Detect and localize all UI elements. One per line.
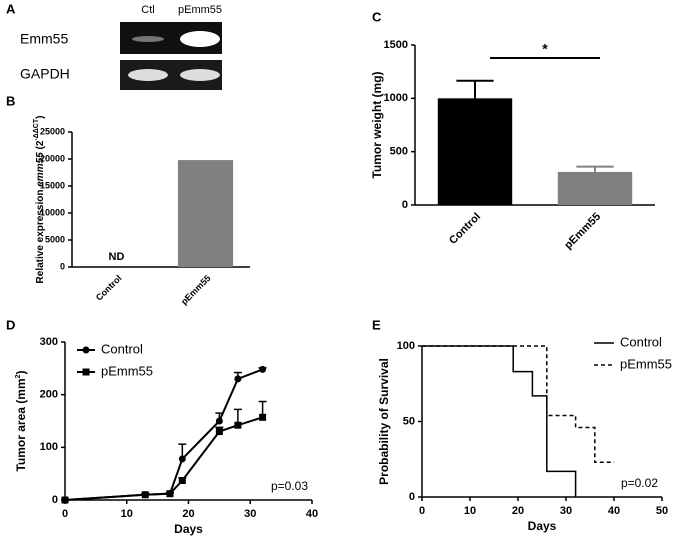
gel-band [180,69,220,81]
y-axis-label-part: (2 [35,140,46,152]
y-tick-label: 1500 [384,39,408,51]
marker [178,477,186,485]
marker [259,413,267,421]
legend-label: Control [620,334,662,349]
marker [61,496,69,504]
x-tick-label: Control [447,211,483,247]
y-tick-label: 500 [390,146,408,158]
y-axis-label-part: -ΔΔCT [33,118,40,140]
x-axis-label: Days [174,522,203,536]
marker [178,455,186,463]
legend-marker [82,368,90,376]
x-tick-label: Control [94,273,124,303]
x-tick-label: 40 [306,508,318,520]
bar [557,171,633,205]
gel-panel: A Ctl pEmm55 Emm55 GAPDH [6,1,222,90]
x-tick-label: 50 [656,505,668,517]
marker [259,365,267,373]
y-axis-label: Relative expression emm55 (2-ΔΔCT) [33,116,45,284]
survival-curve [422,345,577,497]
x-tick-label: 40 [608,505,620,517]
y-tick-label: 0 [52,494,58,506]
x-tick-label: 20 [182,508,194,520]
y-axis-label-part: ) [35,116,46,119]
y-tick-label: 5000 [45,234,65,244]
x-tick-label: 30 [244,508,256,520]
marker [141,491,149,499]
legend-label: pEmm55 [101,363,153,378]
y-tick-label: 15000 [40,180,65,190]
panel-label: D [6,317,15,332]
y-tick-label: 0 [60,261,65,271]
y-axis-label-part: Relative expression [35,187,46,284]
x-axis-label: Days [528,519,557,533]
significance: * [542,41,548,57]
y-axis-label: Probability of Survival [377,358,391,485]
annotation: p=0.03 [271,479,308,493]
y-tick-label: 0 [409,491,415,503]
annotation: p=0.02 [621,476,658,490]
marker [234,421,242,429]
marker [215,428,223,436]
x-tick-label: pEmm55 [179,273,213,307]
y-tick-label: 100 [397,340,415,352]
series-line [64,368,263,501]
panel-label: B [6,93,15,108]
legend-marker [82,346,90,354]
y-tick-label: 20000 [40,153,65,163]
y-axis-label: Tumor area (mm2) [14,370,28,471]
marker [234,375,242,383]
gel-row: Emm55 [20,31,68,47]
gel-row: GAPDH [20,66,70,82]
y-axis-label-part: emm55 [35,152,46,187]
y-tick-label: 200 [40,389,58,401]
annotation: ND [109,251,125,263]
bar [437,98,513,205]
x-tick-label: 10 [121,508,133,520]
gel-band [132,36,164,42]
gel-band [180,31,220,47]
y-axis-label: Tumor weight (mg) [370,71,384,178]
gel-column: pEmm55 [178,4,222,16]
x-tick-label: 20 [512,505,524,517]
x-tick-label: 0 [62,508,68,520]
y-axis-label-part: Tumor area (mm [14,378,28,471]
y-tick-label: 25000 [40,126,65,136]
y-axis-label-part: ) [14,370,28,374]
x-tick-label: 0 [419,505,425,517]
y-tick-label: 50 [403,415,415,427]
y-tick-label: 1000 [384,92,408,104]
y-axis-label-part: 2 [15,374,22,378]
panel-label: A [6,1,16,16]
marker [215,417,223,425]
y-tick-label: 10000 [40,207,65,217]
x-tick-label: 10 [464,505,476,517]
gel-column: Ctl [141,4,154,16]
y-tick-label: 100 [40,441,58,453]
gel-band [128,69,168,81]
bar [177,160,234,267]
survival-curve [422,345,614,464]
marker [166,490,174,498]
panel-label: E [372,317,381,332]
y-tick-label: 300 [40,336,58,348]
legend-label: Control [101,341,143,356]
panel-label: C [372,9,382,24]
y-tick-label: 0 [402,199,408,211]
legend-label: pEmm55 [620,356,672,371]
x-tick-label: 30 [560,505,572,517]
x-tick-label: pEmm55 [562,211,603,252]
series-line [64,416,263,501]
